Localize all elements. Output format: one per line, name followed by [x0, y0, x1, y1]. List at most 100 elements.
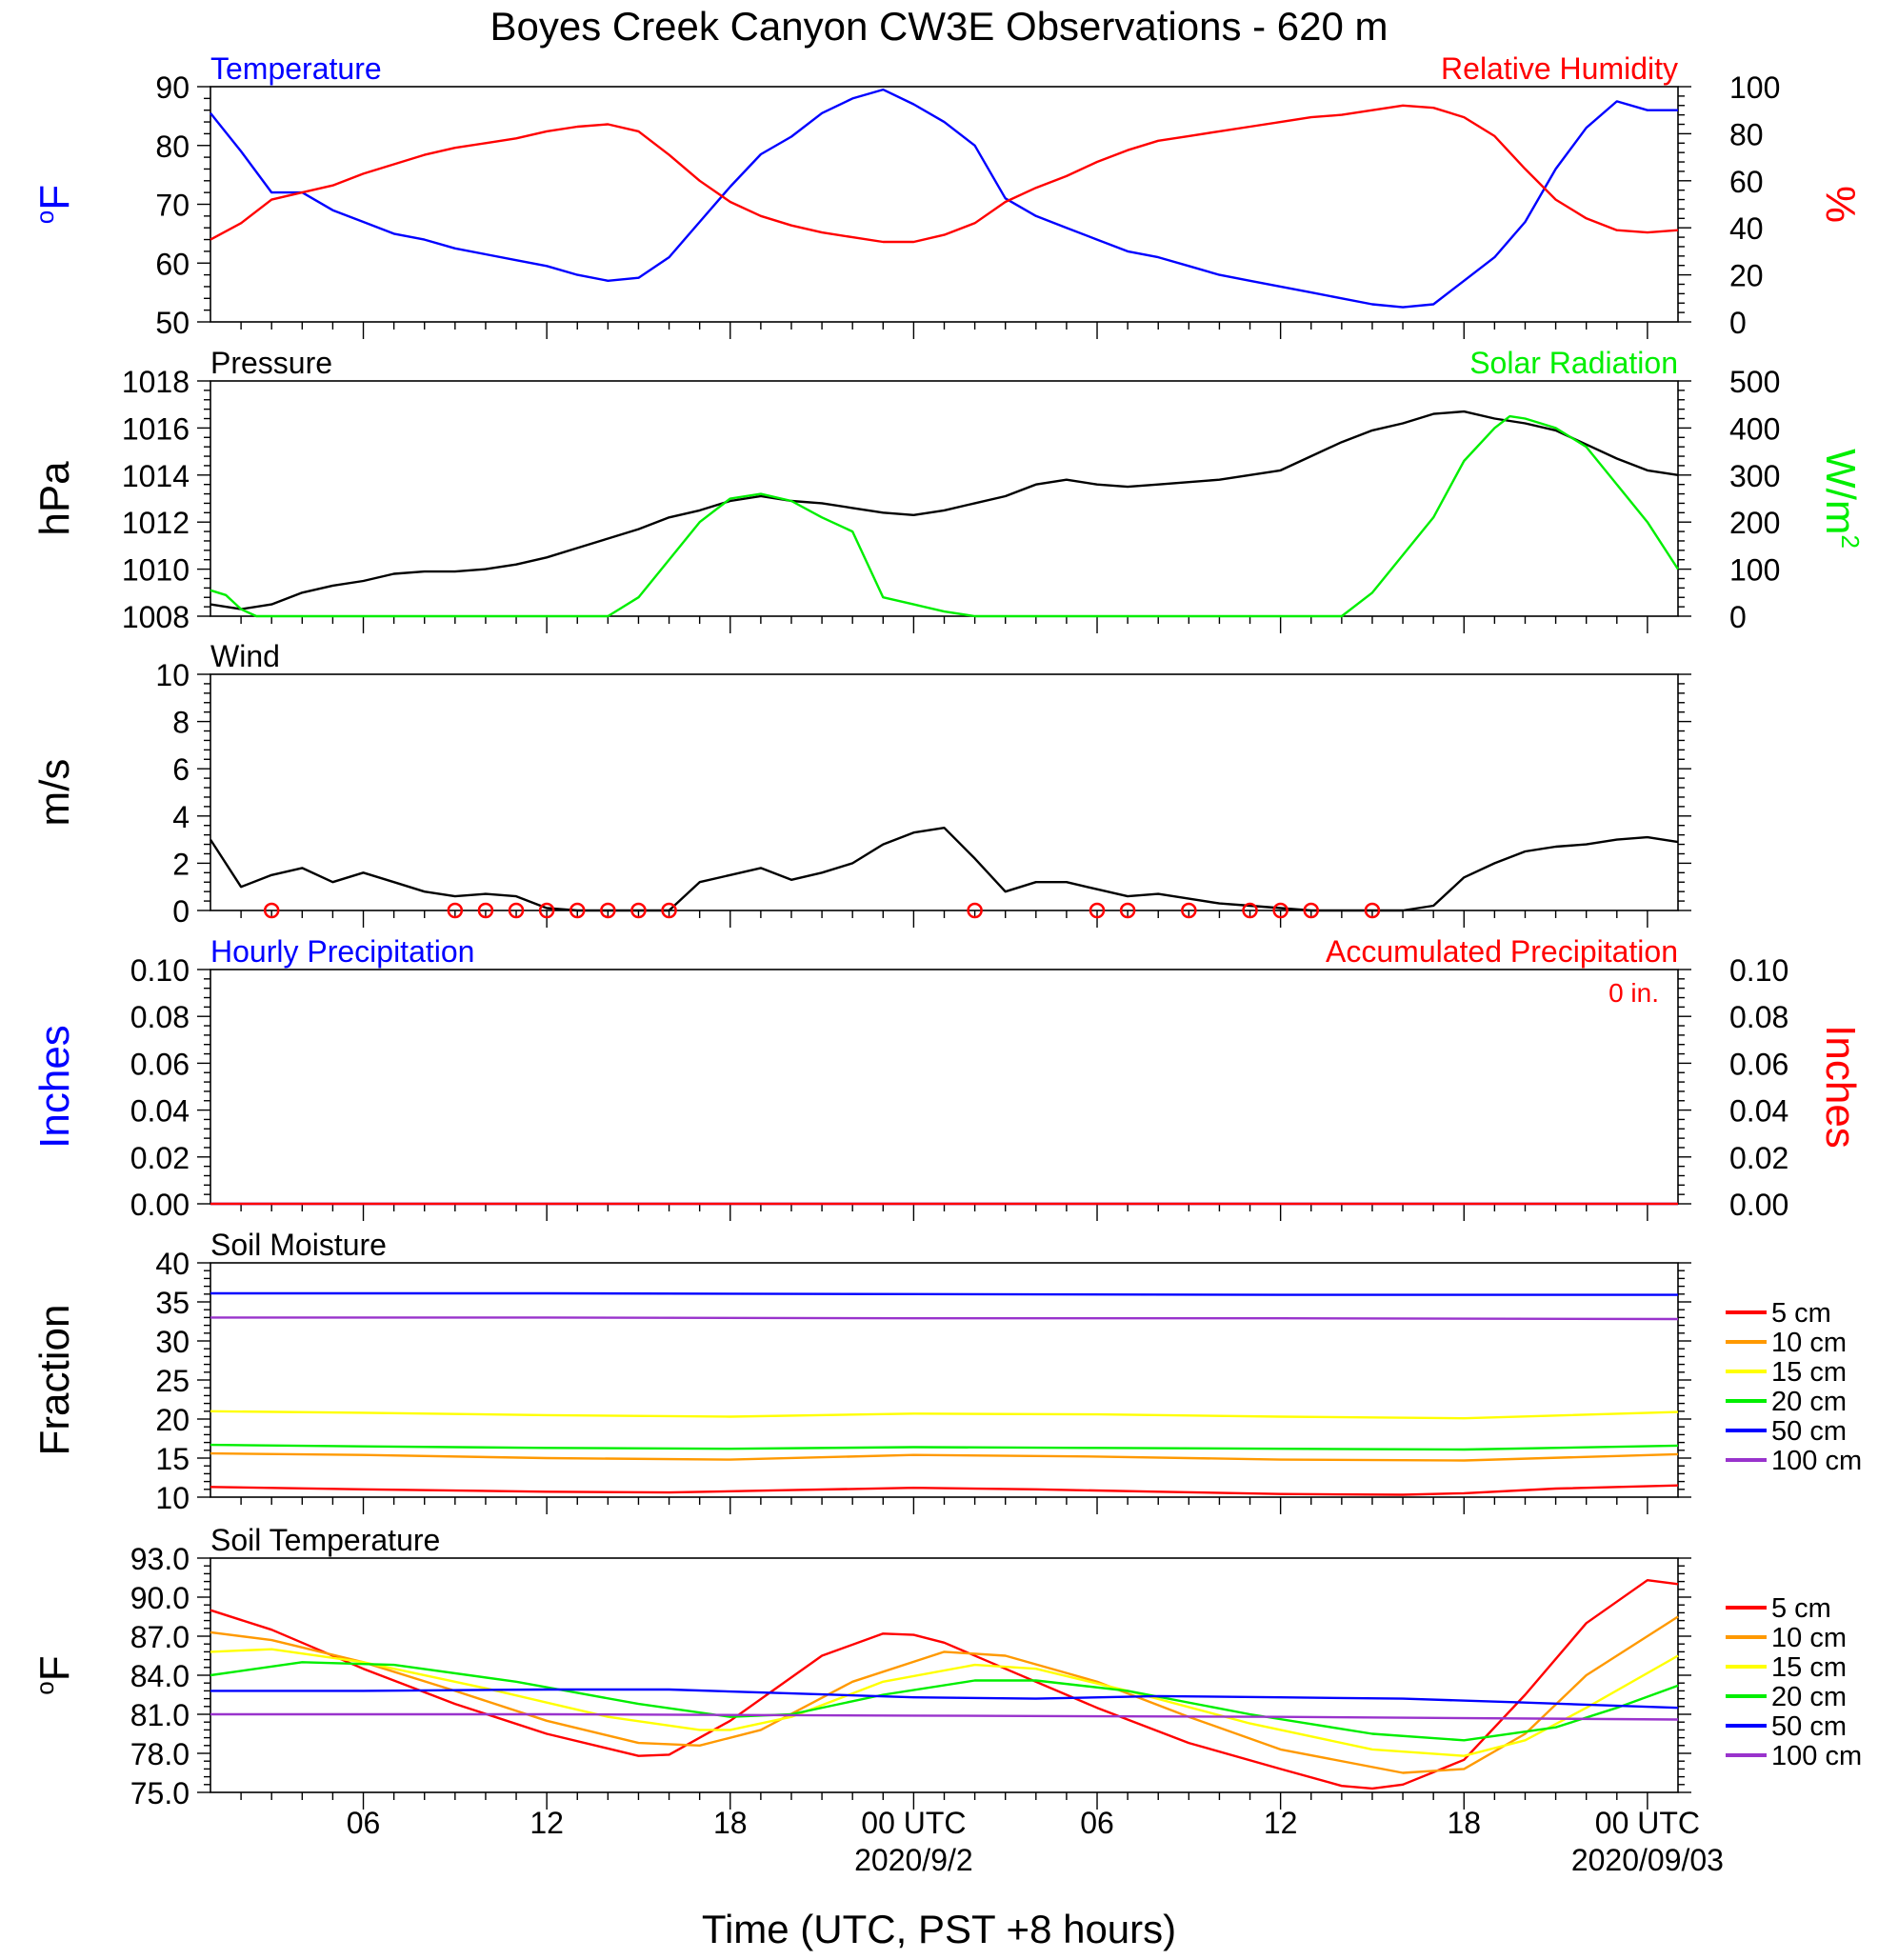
y-tick-label-left: 93.0 — [130, 1542, 190, 1576]
calm-wind-marker — [1303, 902, 1319, 919]
legend-label: 5 cm — [1771, 1593, 1831, 1624]
y-axis-title-right: W/m2 — [1817, 449, 1865, 549]
y-tick-label-left: 8 — [172, 706, 190, 740]
y-tick-label-right: 200 — [1729, 506, 1780, 540]
y-tick-label-left: 2 — [172, 847, 190, 881]
calm-wind-marker — [263, 902, 280, 919]
plot-frame — [210, 1262, 1679, 1498]
y-tick-label-left: 1012 — [122, 506, 190, 540]
legend-label: 15 cm — [1771, 1357, 1847, 1388]
x-tick-label: 00 UTC — [1595, 1806, 1700, 1840]
series-line-temperature — [210, 88, 1678, 309]
panel-label-left: Temperature — [210, 51, 382, 86]
y-axis-title-left: Inches — [31, 1025, 78, 1149]
y-axis-title-left: Fraction — [31, 1305, 78, 1456]
y-tick-label-right: 0.10 — [1729, 953, 1788, 988]
series-line-20-cm — [210, 1443, 1679, 1451]
y-tick-label-left: 80 — [155, 130, 190, 164]
y-tick-label-left: 0.08 — [130, 1000, 190, 1034]
y-tick-label-left: 0.02 — [130, 1141, 190, 1175]
y-tick-label-right: 0.08 — [1729, 1000, 1788, 1034]
panel-label-left: Hourly Precipitation — [210, 934, 474, 969]
y-tick-label-right: 0.04 — [1729, 1094, 1788, 1129]
series-line-wind-speed — [209, 827, 1679, 912]
series-line-15-cm — [210, 1648, 1679, 1757]
x-tick-date: 2020/09/03 — [1571, 1843, 1724, 1877]
y-tick-label-left: 10 — [155, 1481, 190, 1515]
y-tick-label-left: 70 — [155, 189, 190, 223]
y-tick-label-right: 0.00 — [1729, 1188, 1788, 1222]
y-tick-label-left: 1014 — [122, 459, 190, 493]
y-tick-label-left: 90.0 — [130, 1581, 190, 1615]
legend-label: 100 cm — [1771, 1446, 1862, 1476]
x-tick-date: 2020/9/2 — [854, 1843, 973, 1877]
plot-frame — [210, 380, 1679, 617]
x-tick-label: 12 — [1264, 1806, 1298, 1840]
y-tick-label-right: 0 — [1729, 600, 1747, 634]
x-axis-label: Time (UTC, PST +8 hours) — [702, 1907, 1176, 1951]
x-tick-label: 06 — [1080, 1806, 1114, 1840]
y-tick-label-left: 75.0 — [130, 1776, 190, 1810]
y-tick-label-left: 60 — [155, 247, 190, 281]
legend-label: 10 cm — [1771, 1623, 1847, 1653]
panel-soil-temperature: 75.0 78.0 81.0 84.0 87.0 90.0 93.0 Soil Tempera… — [30, 1523, 1862, 1810]
y-tick-label-left: 40 — [155, 1247, 190, 1281]
y-tick-label-right: 40 — [1729, 211, 1764, 246]
x-tick-label: 06 — [347, 1806, 381, 1840]
y-tick-label-left: 10 — [155, 658, 190, 692]
y-axis-title-left: hPa — [31, 461, 78, 536]
series-line-10-cm — [210, 1451, 1679, 1462]
y-tick-label-left: 0.04 — [130, 1094, 190, 1129]
calm-wind-marker — [447, 902, 464, 919]
y-axis-title-left: m/s — [31, 759, 78, 827]
legend-label: 100 cm — [1771, 1741, 1862, 1771]
legend-label: 10 cm — [1771, 1328, 1847, 1358]
panel-label-left: Soil Temperature — [210, 1523, 440, 1557]
y-tick-label-left: 20 — [155, 1403, 190, 1437]
y-tick-label-right: 500 — [1729, 365, 1780, 399]
calm-wind-marker — [1119, 902, 1136, 919]
calm-wind-marker — [1181, 902, 1197, 919]
calm-wind-marker — [630, 902, 647, 919]
y-tick-label-left: 0.06 — [130, 1047, 190, 1081]
y-tick-label-right: 0.06 — [1729, 1047, 1788, 1081]
series-line-50-cm — [210, 1688, 1679, 1710]
plot-frame — [210, 673, 1679, 911]
y-tick-label-right: 300 — [1729, 459, 1780, 493]
panel-temp-rh: 50 60 70 80 90 0 20 40 60 80 100 Temperature Relativ… — [30, 51, 1864, 340]
calm-wind-marker — [1089, 902, 1106, 919]
y-tick-label-left: 35 — [155, 1286, 190, 1320]
calm-wind-marker — [967, 902, 983, 919]
y-tick-label-left: 50 — [155, 306, 190, 340]
series-line-pressure — [210, 410, 1679, 610]
y-axis-title-left: oF — [30, 1655, 78, 1694]
series-line-5-cm — [210, 1578, 1679, 1790]
y-tick-label-right: 60 — [1729, 165, 1764, 199]
y-tick-label-left: 0 — [172, 894, 190, 929]
x-tick-label: 12 — [529, 1806, 564, 1840]
y-tick-label-left: 81.0 — [130, 1698, 190, 1732]
y-tick-label-right: 0.02 — [1729, 1141, 1788, 1175]
legend-label: 20 cm — [1771, 1682, 1847, 1712]
chart-title: Boyes Creek Canyon CW3E Observations - 6… — [489, 4, 1388, 49]
y-tick-label-left: 4 — [172, 800, 190, 834]
y-tick-label-right: 100 — [1729, 553, 1780, 588]
series-line-5-cm — [210, 1484, 1679, 1496]
plot-frame — [210, 1557, 1679, 1793]
calm-wind-marker — [600, 902, 616, 919]
y-axis-title-right: % — [1817, 186, 1864, 223]
y-tick-label-left: 15 — [155, 1442, 190, 1476]
series-line-20-cm — [210, 1661, 1679, 1742]
y-tick-label-left: 1008 — [122, 600, 190, 634]
y-tick-label-left: 87.0 — [130, 1620, 190, 1654]
calm-wind-marker — [569, 902, 586, 919]
panel-label-left: Soil Moisture — [210, 1228, 387, 1262]
legend-label: 50 cm — [1771, 1711, 1847, 1742]
panel-label-right: Accumulated Precipitation — [1326, 934, 1678, 969]
x-tick-label: 18 — [713, 1806, 748, 1840]
calm-wind-marker — [538, 902, 555, 919]
